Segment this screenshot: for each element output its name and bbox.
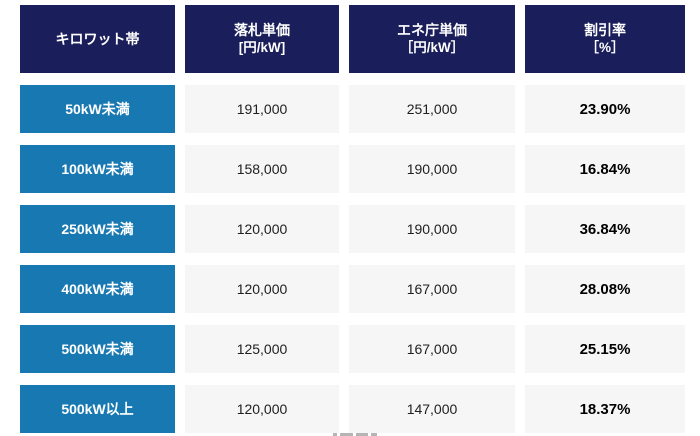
discount-rate-cell: 23.90% bbox=[525, 85, 685, 133]
column-header-discount-rate: 割引率 ［%］ bbox=[525, 5, 685, 73]
award-price-cell: 120,000 bbox=[185, 385, 339, 433]
agency-price-cell: 190,000 bbox=[349, 145, 515, 193]
agency-price-cell: 167,000 bbox=[349, 265, 515, 313]
discount-rate-cell: 36.84% bbox=[525, 205, 685, 253]
award-price-cell: 191,000 bbox=[185, 85, 339, 133]
agency-price-cell: 251,000 bbox=[349, 85, 515, 133]
column-header-label: キロワット帯 bbox=[55, 30, 140, 47]
agency-price-cell: 167,000 bbox=[349, 325, 515, 373]
award-price-cell: 158,000 bbox=[185, 145, 339, 193]
column-header-unit: ［円/kW］ bbox=[399, 40, 465, 56]
column-header-award-unit-price: 落札単価 [円/kW] bbox=[185, 5, 339, 73]
discount-rate-cell: 16.84% bbox=[525, 145, 685, 193]
discount-rate-cell: 25.15% bbox=[525, 325, 685, 373]
column-header-label: 割引率 bbox=[584, 22, 626, 39]
band-cell: 500kW以上 bbox=[20, 385, 175, 433]
award-price-cell: 120,000 bbox=[185, 205, 339, 253]
band-cell: 100kW未満 bbox=[20, 145, 175, 193]
column-header-unit: ［%］ bbox=[585, 40, 625, 56]
column-header-unit: [円/kW] bbox=[238, 40, 286, 56]
award-price-cell: 125,000 bbox=[185, 325, 339, 373]
column-header-label: エネ庁単価 bbox=[397, 22, 467, 39]
agency-price-cell: 147,000 bbox=[349, 385, 515, 433]
band-cell: 500kW未満 bbox=[20, 325, 175, 373]
award-price-cell: 120,000 bbox=[185, 265, 339, 313]
column-header-label: 落札単価 bbox=[234, 22, 290, 39]
band-cell: 50kW未満 bbox=[20, 85, 175, 133]
agency-price-cell: 190,000 bbox=[349, 205, 515, 253]
clipped-caption-fragment bbox=[333, 433, 377, 436]
rate-table: キロワット帯 落札単価 [円/kW] エネ庁単価 ［円/kW］ 割引率 ［%］ … bbox=[20, 5, 685, 433]
column-header-kilowatt-band: キロワット帯 bbox=[20, 5, 175, 73]
column-header-agency-unit-price: エネ庁単価 ［円/kW］ bbox=[349, 5, 515, 73]
band-cell: 400kW未満 bbox=[20, 265, 175, 313]
discount-rate-cell: 28.08% bbox=[525, 265, 685, 313]
discount-rate-cell: 18.37% bbox=[525, 385, 685, 433]
band-cell: 250kW未満 bbox=[20, 205, 175, 253]
